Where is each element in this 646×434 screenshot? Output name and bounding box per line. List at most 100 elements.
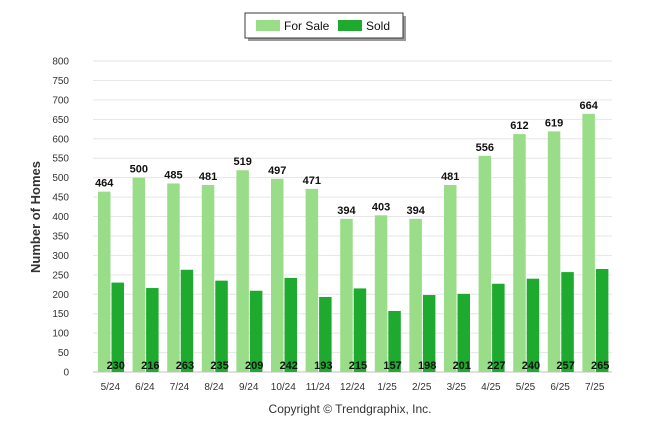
value-label-for-sale: 519 <box>233 156 251 168</box>
x-tick-label: 4/25 <box>481 382 501 393</box>
value-label-sold: 230 <box>107 360 125 372</box>
y-axis-ticks: 0 50 100 150 200 250 300 350 400 450 500 550 600 650 7… <box>52 57 69 379</box>
value-label-for-sale: 471 <box>303 175 321 187</box>
bar-sold <box>284 277 297 372</box>
y-tick-label: 150 <box>52 309 69 320</box>
value-label-sold: 240 <box>522 360 540 372</box>
bar-sold <box>422 295 436 372</box>
y-tick-label: 350 <box>52 231 69 242</box>
y-tick-label: 650 <box>52 115 69 126</box>
legend-label-sold: Sold <box>366 19 390 33</box>
x-tick-label: 5/24 <box>101 382 121 393</box>
y-tick-label: 450 <box>52 193 69 204</box>
value-label-sold: 242 <box>280 360 298 372</box>
value-label-for-sale: 619 <box>545 117 563 129</box>
x-tick-label: 3/25 <box>447 382 467 393</box>
bar-for-sale <box>374 215 388 372</box>
bar-for-sale <box>444 185 457 372</box>
bar-sold <box>457 293 470 372</box>
legend-swatch-sold <box>338 20 362 31</box>
y-tick-label: 600 <box>52 134 69 145</box>
bar-for-sale <box>478 155 492 372</box>
y-tick-label: 700 <box>52 95 69 106</box>
bar-for-sale <box>547 131 561 372</box>
y-tick-label: 750 <box>52 76 69 87</box>
bar-for-sale <box>167 183 180 372</box>
x-tick-label: 7/25 <box>585 382 605 393</box>
value-label-for-sale: 497 <box>268 165 286 177</box>
bar-sold <box>492 283 505 372</box>
value-label-sold: 157 <box>383 360 401 372</box>
y-tick-label: 0 <box>63 368 69 379</box>
value-label-sold: 257 <box>556 360 574 372</box>
y-tick-label: 250 <box>52 270 69 281</box>
x-tick-label: 8/24 <box>204 382 224 393</box>
x-tick-label: 7/24 <box>170 382 190 393</box>
copyright-text: Copyright © Trendgraphix, Inc. <box>269 402 432 416</box>
bar-for-sale <box>582 113 595 373</box>
bar-for-sale <box>132 177 146 372</box>
value-label-for-sale: 481 <box>199 171 217 183</box>
bar-for-sale <box>271 178 284 372</box>
x-tick-label: 6/24 <box>135 382 155 393</box>
value-label-for-sale: 464 <box>95 178 114 190</box>
y-tick-label: 300 <box>52 251 69 262</box>
value-label-sold: 235 <box>210 360 228 372</box>
y-tick-label: 50 <box>58 348 70 359</box>
x-tick-label: 11/24 <box>306 382 331 393</box>
x-tick-label: 5/25 <box>516 382 536 393</box>
y-axis-label: Number of Homes <box>28 161 43 273</box>
bar-sold <box>180 269 194 372</box>
x-tick-label: 6/25 <box>550 382 570 393</box>
value-label-for-sale: 485 <box>164 169 182 181</box>
value-label-sold: 201 <box>453 360 471 372</box>
bar-sold <box>249 290 263 372</box>
value-label-sold: 227 <box>487 360 505 372</box>
y-tick-label: 800 <box>52 57 69 68</box>
legend-swatch-for-sale <box>256 20 280 31</box>
y-tick-label: 400 <box>52 212 69 223</box>
bar-for-sale <box>236 170 249 372</box>
value-label-for-sale: 403 <box>372 201 390 213</box>
bar-sold <box>388 310 401 372</box>
x-tick-label: 2/25 <box>412 382 432 393</box>
value-labels: 464 230 500 216 485 263 481 235 519 209 497 242 471 1… <box>95 100 609 372</box>
x-tick-label: 10/24 <box>271 382 296 393</box>
x-tick-label: 12/24 <box>340 382 365 393</box>
legend: For Sale Sold <box>244 12 406 41</box>
bar-sold <box>319 296 332 372</box>
value-label-for-sale: 394 <box>406 205 425 217</box>
value-label-sold: 193 <box>314 360 332 372</box>
value-label-sold: 209 <box>245 360 263 372</box>
value-label-for-sale: 556 <box>476 142 494 154</box>
y-tick-label: 100 <box>52 329 69 340</box>
x-tick-label: 1/25 <box>377 382 397 393</box>
value-label-for-sale: 394 <box>337 205 356 217</box>
bar-for-sale <box>513 134 526 372</box>
value-label-for-sale: 481 <box>441 171 459 183</box>
x-tick-label: 9/24 <box>239 382 259 393</box>
value-label-for-sale: 612 <box>510 120 528 132</box>
bars <box>98 113 609 373</box>
legend-label-for-sale: For Sale <box>284 19 330 33</box>
bar-for-sale <box>201 185 215 372</box>
value-label-sold: 215 <box>349 360 367 372</box>
bar-sold <box>111 282 124 372</box>
bar-for-sale <box>305 188 319 372</box>
bar-sold <box>595 268 609 372</box>
bar-for-sale <box>409 218 422 372</box>
bar-for-sale <box>340 218 353 372</box>
bar-sold <box>561 272 574 372</box>
x-axis-ticks: 5/24 6/24 7/24 8/24 9/24 10/24 11/24 12/24 1/25 2… <box>101 382 605 393</box>
value-label-sold: 265 <box>591 360 609 372</box>
bar-sold <box>215 280 228 372</box>
value-label-sold: 216 <box>141 360 159 372</box>
bar-sold <box>146 288 159 372</box>
bar-for-sale <box>98 191 111 372</box>
y-tick-label: 500 <box>52 173 69 184</box>
y-tick-label: 550 <box>52 154 69 165</box>
y-tick-label: 200 <box>52 290 69 301</box>
value-label-sold: 263 <box>176 360 194 372</box>
value-label-for-sale: 500 <box>130 164 148 176</box>
